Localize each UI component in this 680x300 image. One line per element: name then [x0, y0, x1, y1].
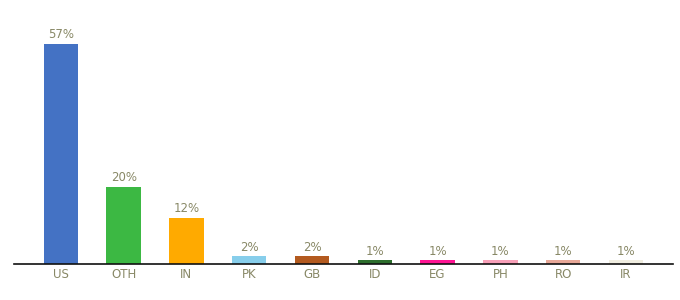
- Text: 2%: 2%: [303, 241, 322, 254]
- Bar: [232, 256, 267, 264]
- Bar: [44, 44, 78, 264]
- Bar: [169, 218, 204, 264]
- Bar: [106, 187, 141, 264]
- Bar: [483, 260, 517, 264]
- Bar: [420, 260, 455, 264]
- Bar: [546, 260, 581, 264]
- Text: 1%: 1%: [491, 245, 510, 258]
- Text: 20%: 20%: [111, 171, 137, 184]
- Text: 1%: 1%: [554, 245, 573, 258]
- Text: 1%: 1%: [428, 245, 447, 258]
- Text: 1%: 1%: [365, 245, 384, 258]
- Text: 2%: 2%: [240, 241, 258, 254]
- Text: 57%: 57%: [48, 28, 74, 41]
- Text: 12%: 12%: [173, 202, 199, 215]
- Text: 1%: 1%: [617, 245, 635, 258]
- Bar: [294, 256, 329, 264]
- Bar: [609, 260, 643, 264]
- Bar: [358, 260, 392, 264]
